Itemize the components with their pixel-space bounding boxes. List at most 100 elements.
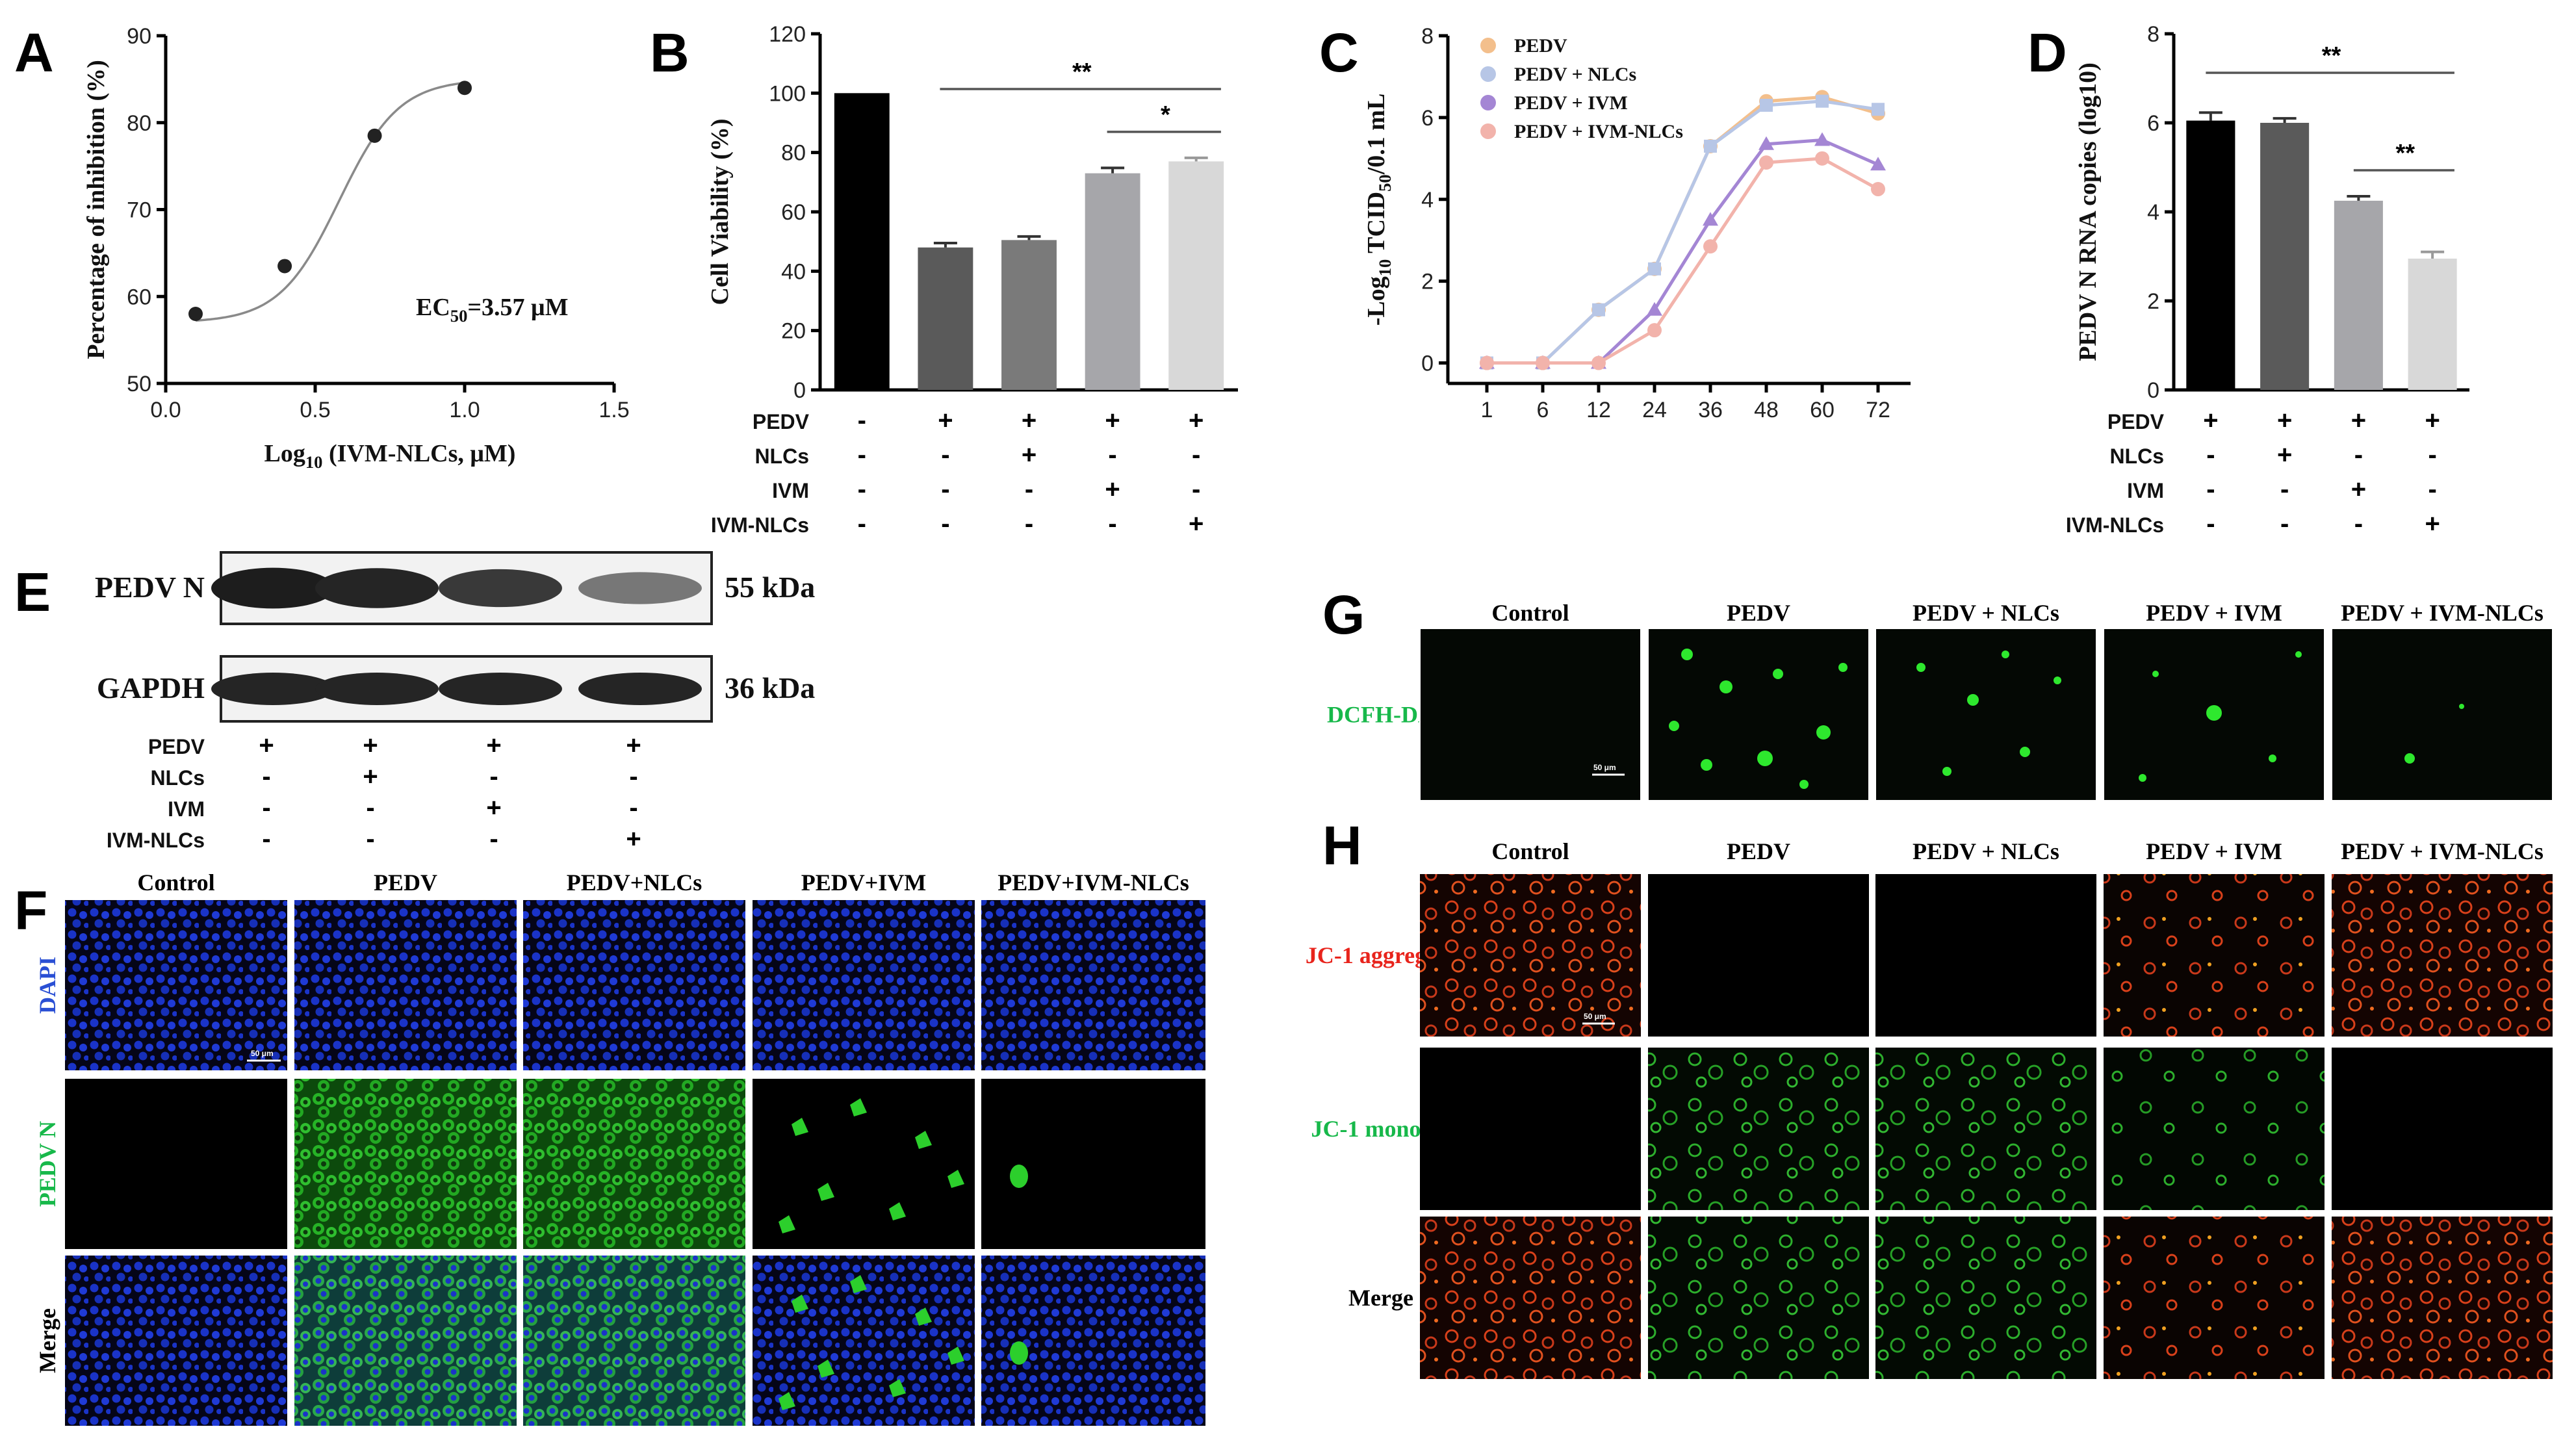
chart-d: 0 2 4 6 8 ** ** PEDV + + + + NLCs - + - - IVM - - + - IVM-NLCs… — [2066, 22, 2469, 538]
h-micrograph — [1875, 1048, 2096, 1210]
c-y-label-sub: 10 — [1375, 259, 1395, 277]
b-group-mark: - — [941, 441, 949, 469]
panel-d: D 0 2 4 6 8 ** ** PEDV + + + + NLCs - + - - IVM - - + - IVM-NL… — [2028, 22, 2469, 538]
h-micrograph — [2332, 1048, 2553, 1210]
blot-group-mark: - — [262, 793, 270, 822]
c-point — [1760, 99, 1773, 112]
b-bar — [834, 93, 890, 391]
a-y-tick-label: 80 — [127, 111, 151, 136]
panel-label-d: D — [2028, 22, 2067, 83]
g-column-header: PEDV + NLCs — [1913, 600, 2059, 626]
b-group-name: IVM — [772, 479, 809, 502]
c-legend-marker — [1480, 38, 1496, 53]
b-group-mark: - — [1192, 475, 1200, 504]
a-ec50-annotation-main: EC — [416, 294, 450, 321]
h-micrograph — [2332, 874, 2553, 1037]
c-point — [1647, 302, 1662, 316]
d-bar — [2408, 258, 2457, 390]
f-infected-cell — [850, 1098, 867, 1116]
f-infected-cell — [818, 1360, 834, 1378]
g-row-label: DCFH-DA — [1327, 702, 1435, 728]
b-y-tick-label: 60 — [781, 200, 806, 225]
g-fluorescent-cell — [2295, 651, 2302, 658]
c-point — [1480, 355, 1494, 370]
g-fluorescent-cell — [1816, 725, 1831, 740]
c-point — [1648, 262, 1661, 276]
c-y-tick-label: 8 — [1421, 24, 1434, 49]
f-row-label: Merge — [34, 1308, 60, 1373]
h-micrograph — [1648, 1217, 1869, 1379]
a-y-tick-label: 70 — [127, 198, 151, 223]
f-infected-cell — [792, 1295, 808, 1313]
c-legend-label: PEDV + IVM-NLCs — [1514, 121, 1683, 142]
b-group-mark: + — [1105, 475, 1120, 504]
h-micrograph — [1648, 1048, 1869, 1210]
b-group-mark: - — [858, 406, 866, 435]
g-fluorescent-cell — [1719, 680, 1732, 693]
g-column-header: PEDV — [1727, 600, 1790, 626]
d-group-mark: + — [2351, 406, 2366, 435]
c-x-tick-label: 48 — [1754, 398, 1779, 422]
c-point — [1647, 323, 1662, 338]
d-sig-label: ** — [2395, 140, 2415, 167]
f-column-header: Control — [137, 870, 214, 896]
c-x-tick-label: 60 — [1810, 398, 1835, 422]
blot-protein-label: GAPDH — [97, 671, 205, 704]
a-point — [277, 259, 292, 274]
d-bar — [2260, 123, 2310, 390]
b-group-mark: + — [1189, 509, 1204, 538]
h-column-header: PEDV + IVM — [2146, 838, 2282, 864]
blot-group-mark: - — [262, 762, 270, 791]
g-fluorescent-cell — [1701, 759, 1712, 771]
f-row-label: DAPI — [34, 957, 60, 1014]
g-column-header: PEDV + IVM-NLCs — [2341, 600, 2544, 626]
f-column-header: PEDV+IVM — [801, 870, 927, 896]
a-x-label: Log10 (IVM-NLCs, μM) — [264, 440, 516, 472]
a-ec50-annotation-sub: 50 — [450, 306, 468, 326]
f-micrograph — [294, 1256, 517, 1426]
panel-label-c: C — [1319, 22, 1359, 83]
f-infected-cell — [792, 1118, 808, 1136]
d-group-name: PEDV — [2107, 410, 2165, 433]
h-micrograph — [2104, 1217, 2325, 1379]
h-micrograph — [1420, 1048, 1641, 1210]
d-y-tick-label: 0 — [2147, 378, 2159, 403]
c-legend-marker — [1480, 123, 1496, 139]
h-micrograph — [1875, 874, 2096, 1037]
blot-group-mark: + — [626, 731, 641, 760]
h-column-header: PEDV — [1727, 838, 1790, 864]
f-infected-cell — [1010, 1341, 1028, 1365]
d-y-tick-label: 4 — [2147, 200, 2159, 225]
d-group-mark: + — [2277, 406, 2292, 435]
a-x-tick-label: 0.5 — [300, 398, 330, 422]
a-x-tick-label: 1.5 — [599, 398, 629, 422]
c-y-tick-label: 0 — [1421, 352, 1434, 376]
g-column-header: Control — [1491, 600, 1569, 626]
jc1-image-grid: Control PEDV PEDV + NLCs PEDV + IVM PEDV + I… — [1306, 838, 2553, 1379]
g-micrograph — [1875, 628, 2097, 801]
d-y-tick-label: 8 — [2147, 22, 2159, 47]
d-group-name: NLCs — [2109, 445, 2164, 468]
f-infected-cell — [889, 1202, 906, 1220]
g-micrograph — [1647, 628, 1870, 801]
c-y-label-part: TCID — [1363, 192, 1390, 259]
a-y-tick-label: 50 — [127, 372, 151, 396]
c-point — [1591, 355, 1606, 370]
panel-h: H Control PEDV PEDV + NLCs PEDV + IVM PEDV +… — [1306, 815, 2553, 1379]
c-x-tick-label: 36 — [1698, 398, 1723, 422]
blot-band — [439, 673, 562, 705]
b-group-mark: + — [938, 406, 953, 435]
d-y-label: PEDV N RNA copies (log10) — [2074, 62, 2102, 361]
f-column-header: PEDV+NLCs — [567, 870, 702, 896]
g-fluorescent-cell — [2139, 774, 2146, 782]
blot-band — [315, 673, 439, 705]
c-legend-marker — [1480, 66, 1496, 82]
a-x-label-main: Log — [264, 440, 305, 467]
f-infected-cell — [947, 1347, 964, 1365]
f-infected-cell — [889, 1379, 906, 1397]
g-fluorescent-cell — [2002, 651, 2009, 658]
